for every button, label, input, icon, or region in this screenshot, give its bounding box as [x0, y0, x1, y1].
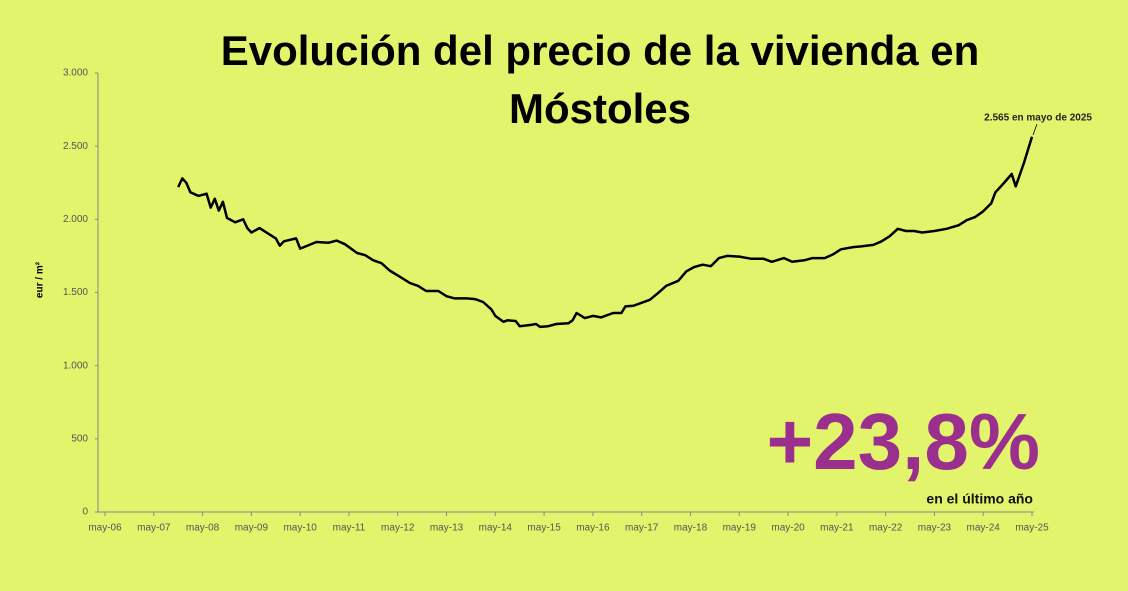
y-tick-label: 3.000 [63, 68, 88, 79]
chart-title: Evolución del precio de la vivienda en M… [220, 27, 980, 132]
end-annotation: 2.565 en mayo de 2025 [984, 113, 1092, 124]
y-tick-label: 2.500 [63, 141, 88, 152]
x-tick-label: may-17 [625, 523, 659, 534]
x-tick-label: may-18 [674, 523, 708, 534]
x-tick-label: may-13 [430, 523, 464, 534]
x-tick-label: may-16 [576, 523, 610, 534]
x-tick-label: may-15 [527, 523, 561, 534]
y-axis-label: eur / m² [35, 261, 46, 298]
y-tick-label: 1.000 [63, 360, 88, 371]
x-tick-label: may-22 [869, 523, 903, 534]
price-line [177, 136, 1034, 329]
change-note: en el último año [926, 491, 1033, 507]
x-tick-label: may-25 [1015, 523, 1049, 534]
y-tick-label: 2.000 [63, 214, 88, 225]
x-tick-label: may-20 [771, 523, 805, 534]
x-tick-label: may-23 [918, 523, 952, 534]
y-tick-label: 0 [82, 507, 88, 518]
change-highlight: +23,8% [766, 397, 1040, 486]
x-tick-label: may-09 [235, 523, 269, 534]
y-tick-label: 500 [71, 433, 88, 444]
y-tick-label: 1.500 [63, 287, 88, 298]
leader-line [1032, 123, 1038, 136]
x-tick-label: may-06 [88, 523, 122, 534]
x-tick-label: may-07 [137, 523, 171, 534]
x-tick-label: may-14 [479, 523, 513, 534]
x-tick-label: may-19 [723, 523, 757, 534]
x-tick-label: may-21 [820, 523, 854, 534]
x-tick-label: may-08 [186, 523, 220, 534]
x-tick-label: may-24 [967, 523, 1001, 534]
x-tick-label: may-10 [283, 523, 317, 534]
x-tick-label: may-12 [381, 523, 415, 534]
x-tick-label: may-11 [333, 523, 366, 534]
